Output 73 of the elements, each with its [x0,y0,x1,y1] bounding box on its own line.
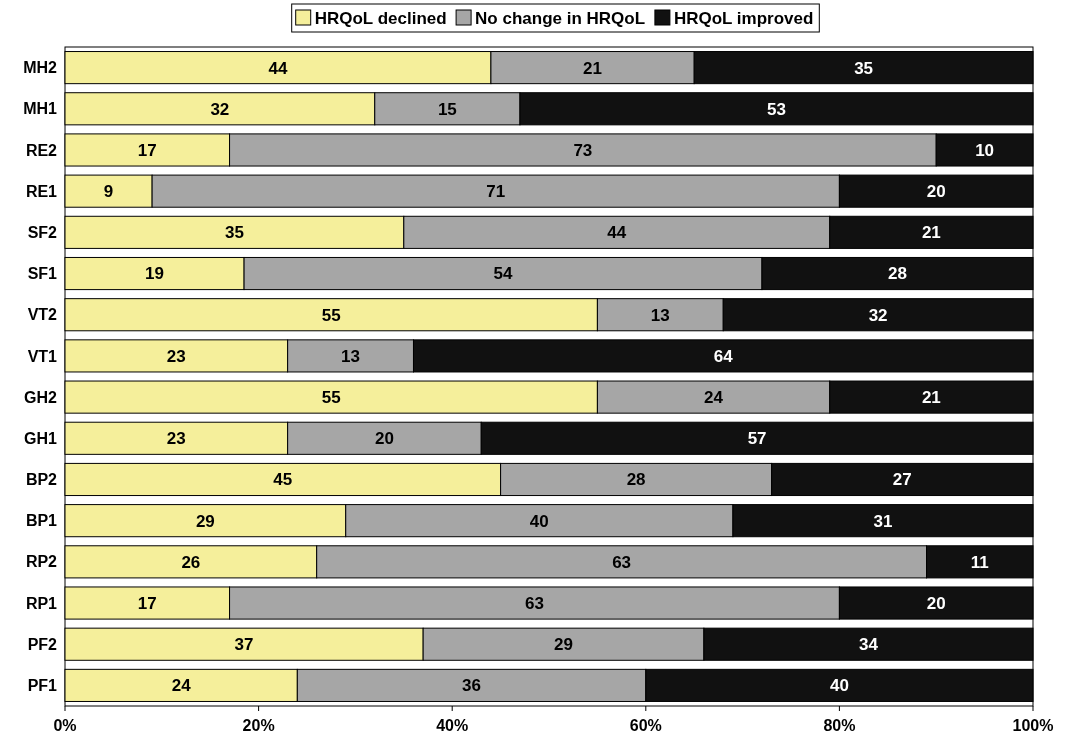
data-label: 40 [829,676,849,696]
data-label: 32 [868,305,888,325]
y-tick-label: PF1 [27,677,58,695]
y-tick-label: GH2 [24,388,58,406]
y-tick-label: BP2 [25,471,58,489]
y-tick-label: PF2 [27,635,58,653]
legend-label: HRQoL improved [673,8,814,28]
data-label: 31 [873,511,893,531]
data-label: 13 [650,305,670,325]
y-tick-label: MH2 [23,59,58,77]
data-label: 71 [486,182,506,202]
data-label: 10 [975,140,995,160]
data-label: 17 [137,593,157,613]
data-label: 28 [888,264,907,284]
data-label: 32 [210,99,230,119]
data-label: 20 [926,593,946,613]
x-tick-label: 40% [436,717,469,734]
data-label: 21 [921,223,941,243]
data-label: 57 [747,429,767,449]
y-tick-label: VT1 [27,347,58,365]
x-tick-label: 0% [53,717,77,734]
data-label: 45 [273,470,293,490]
legend-label: No change in HRQoL [475,8,646,28]
data-label: 26 [181,552,201,572]
data-label: 13 [341,346,361,366]
data-label: 63 [612,552,632,572]
y-tick-label: RE2 [25,141,58,159]
data-label: 11 [970,552,989,572]
data-label: 63 [525,593,544,613]
data-label: 9 [103,182,114,202]
y-tick-label: BP1 [25,512,58,530]
data-label: 29 [195,511,215,531]
data-label: 23 [166,429,186,449]
data-label: 54 [493,264,514,284]
y-tick-label: SF1 [27,265,58,283]
data-label: 64 [713,346,734,366]
data-label: 20 [374,429,394,449]
data-label: 21 [921,388,941,408]
x-tick-label: 60% [629,717,662,734]
data-label: 37 [234,635,254,655]
x-tick-label: 80% [823,717,856,734]
y-tick-label: RE1 [25,182,58,200]
y-tick-label: RP1 [25,594,58,612]
data-label: 24 [704,388,724,408]
data-label: 53 [767,99,786,119]
data-label: 40 [529,511,549,531]
data-label: 19 [145,264,164,284]
y-tick-label: VT2 [27,306,58,324]
data-label: 55 [321,388,341,408]
y-tick-label: SF2 [27,223,58,241]
data-label: 28 [626,470,646,490]
data-label: 73 [573,140,593,160]
data-label: 24 [171,676,192,696]
y-tick-label: RP2 [25,553,58,571]
data-label: 44 [607,223,627,243]
data-label: 27 [892,470,912,490]
data-label: 23 [166,346,186,366]
data-label: 35 [854,58,874,78]
data-label: 29 [554,635,573,655]
data-label: 17 [137,140,157,160]
data-label: 36 [462,676,482,696]
data-label: 34 [858,635,879,655]
data-label: 55 [321,305,341,325]
data-label: 21 [583,58,603,78]
y-tick-label: MH1 [23,100,58,118]
x-tick-label: 100% [1012,717,1054,734]
data-label: 15 [437,99,457,119]
legend-label: HRQoL declined [314,8,447,28]
y-tick-label: GH1 [24,429,58,447]
data-label: 35 [224,223,244,243]
data-label: 20 [926,182,946,202]
x-tick-label: 20% [242,717,275,734]
data-label: 44 [268,58,288,78]
